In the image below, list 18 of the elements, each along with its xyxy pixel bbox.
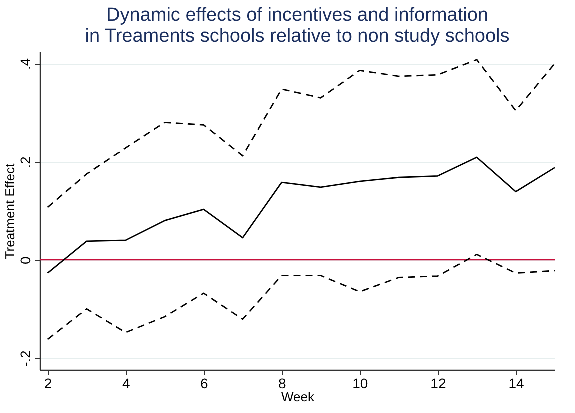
x-axis-title: Week (282, 390, 315, 404)
x-tick-label: 14 (508, 376, 524, 392)
text: in Treaments schools relative to non study schools (85, 26, 510, 47)
x-tick-label: 8 (278, 376, 286, 392)
y-tick-label: .2 (18, 156, 34, 168)
y-tick-label: .4 (18, 58, 34, 70)
text: Dynamic effects of incentives and information (106, 5, 488, 26)
line-series (47, 254, 556, 340)
y-axis-title: Treatment Effect (2, 163, 18, 260)
y-tick-label: -.2 (18, 350, 34, 367)
x-tick-label: 10 (352, 376, 368, 392)
x-tick-label: 4 (122, 376, 130, 392)
line-series (47, 59, 556, 208)
x-tick-label: 6 (200, 376, 208, 392)
line-series (47, 156, 556, 274)
x-tick-label: 12 (430, 376, 446, 392)
y-tick-label: 0 (18, 256, 34, 264)
x-tick-label: 2 (44, 376, 52, 392)
